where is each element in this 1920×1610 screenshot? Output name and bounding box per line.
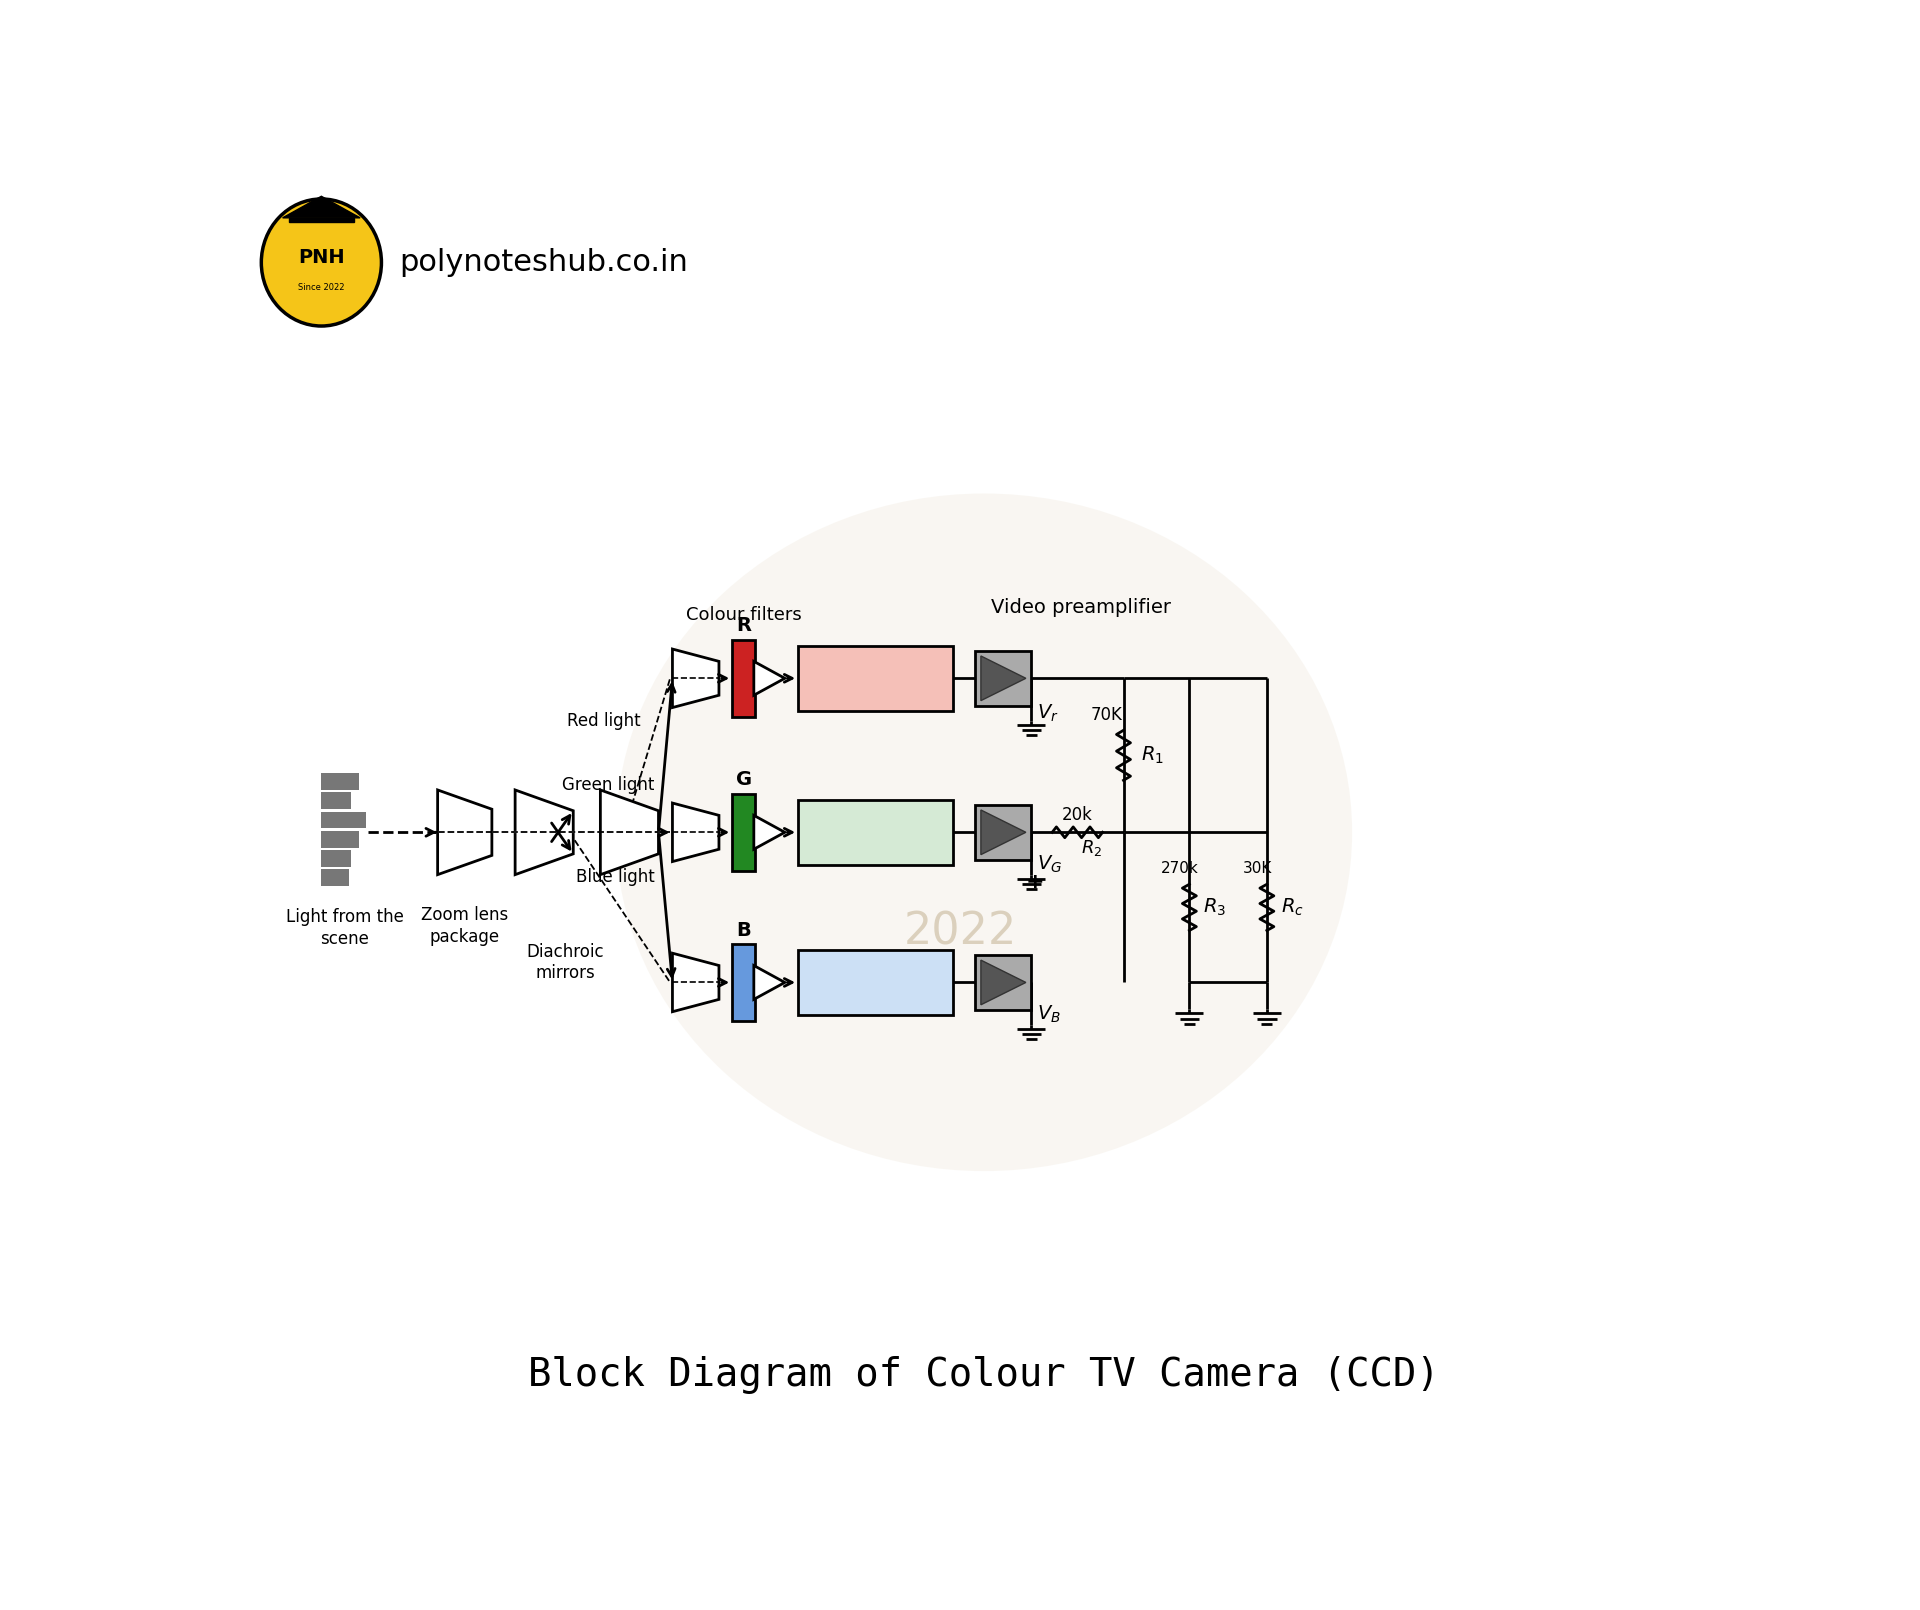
Text: Red camera: Red camera [810, 668, 941, 687]
Text: package: package [430, 927, 499, 947]
Polygon shape [438, 791, 492, 874]
Text: Light from the: Light from the [286, 908, 403, 926]
Text: $V_r$: $V_r$ [1037, 702, 1060, 723]
Text: Video preamplifier: Video preamplifier [991, 597, 1171, 617]
FancyBboxPatch shape [732, 794, 755, 871]
Text: camera: camera [835, 837, 916, 855]
Polygon shape [601, 791, 659, 874]
Text: $V_B$: $V_B$ [1037, 1005, 1062, 1026]
Text: Red light: Red light [568, 712, 641, 729]
FancyBboxPatch shape [799, 950, 952, 1016]
Text: $V_G$: $V_G$ [1037, 853, 1062, 876]
Text: 20k: 20k [1062, 807, 1092, 824]
Text: Zoom lens: Zoom lens [420, 906, 509, 924]
Text: 2022: 2022 [904, 911, 1018, 953]
Text: 30K: 30K [1242, 861, 1273, 876]
FancyBboxPatch shape [732, 943, 755, 1021]
Polygon shape [981, 960, 1025, 1005]
Text: 270k: 270k [1162, 861, 1198, 876]
Polygon shape [672, 953, 718, 1011]
Text: mirrors: mirrors [536, 964, 595, 982]
FancyBboxPatch shape [321, 792, 351, 810]
Ellipse shape [261, 200, 382, 327]
FancyBboxPatch shape [732, 639, 755, 716]
Text: Diachroic: Diachroic [526, 942, 605, 961]
Text: polynoteshub.co.in: polynoteshub.co.in [399, 248, 687, 277]
Polygon shape [755, 966, 785, 1000]
FancyBboxPatch shape [799, 800, 952, 865]
Text: 70K: 70K [1091, 707, 1123, 724]
Polygon shape [755, 662, 785, 696]
Ellipse shape [616, 494, 1352, 1170]
Text: R: R [735, 617, 751, 636]
FancyBboxPatch shape [321, 811, 367, 829]
Text: Blue light: Blue light [576, 868, 655, 886]
Text: G: G [735, 771, 753, 789]
Polygon shape [672, 803, 718, 861]
Text: $R_c$: $R_c$ [1281, 897, 1304, 918]
Polygon shape [981, 655, 1025, 700]
Text: Green: Green [843, 813, 908, 832]
Text: scene: scene [321, 929, 369, 948]
FancyBboxPatch shape [321, 850, 351, 866]
FancyBboxPatch shape [321, 831, 359, 848]
Text: $R_2$: $R_2$ [1081, 837, 1102, 858]
Text: Green light: Green light [563, 776, 655, 794]
Text: Block Diagram of Colour TV Camera (CCD): Block Diagram of Colour TV Camera (CCD) [528, 1356, 1440, 1394]
Text: Colour filters: Colour filters [685, 605, 803, 625]
Polygon shape [981, 810, 1025, 855]
Polygon shape [288, 217, 353, 222]
Polygon shape [282, 196, 361, 217]
FancyBboxPatch shape [321, 773, 359, 791]
Polygon shape [672, 649, 718, 707]
FancyBboxPatch shape [975, 805, 1031, 860]
Text: $R_3$: $R_3$ [1204, 897, 1227, 918]
Text: $R_1$: $R_1$ [1140, 745, 1164, 766]
FancyBboxPatch shape [975, 955, 1031, 1009]
Text: Blue camera: Blue camera [806, 972, 945, 992]
Polygon shape [755, 815, 785, 848]
Text: B: B [737, 921, 751, 940]
FancyBboxPatch shape [321, 869, 349, 886]
Polygon shape [515, 791, 574, 874]
Text: PNH: PNH [298, 248, 346, 267]
Text: +: + [1025, 873, 1044, 892]
FancyBboxPatch shape [975, 650, 1031, 707]
FancyBboxPatch shape [799, 646, 952, 712]
Text: Since 2022: Since 2022 [298, 283, 344, 293]
